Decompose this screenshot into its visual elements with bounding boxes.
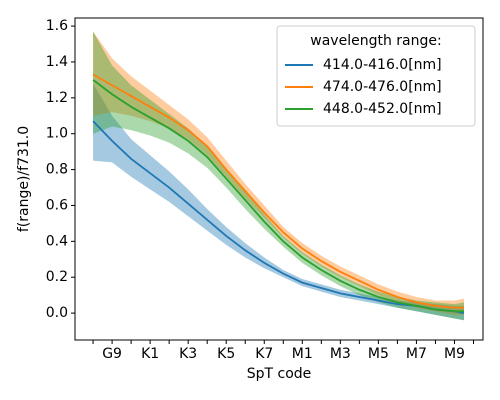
y-tick-label: 0.8: [46, 162, 68, 178]
x-tick-label: M3: [330, 346, 351, 362]
x-tick-label: M9: [444, 346, 465, 362]
y-tick-label: 0.0: [46, 305, 68, 321]
confidence-band: [93, 83, 464, 321]
y-tick-label: 1.2: [46, 90, 68, 106]
y-tick-label: 1.4: [46, 54, 68, 70]
y-tick-label: 1.6: [46, 18, 68, 34]
legend-title: wavelength range:: [310, 33, 441, 49]
legend-box: [276, 25, 476, 127]
x-tick-label: G9: [102, 346, 122, 362]
x-tick-label: K5: [217, 346, 235, 362]
legend-label: 414.0-416.0[nm]: [323, 57, 442, 73]
x-tick-label: K7: [255, 346, 273, 362]
line: [92, 120, 465, 314]
y-tick-label: 0.6: [46, 197, 68, 213]
line: [92, 73, 464, 309]
legend: wavelength range: 414.0-416.0[nm] 474.0-47…: [276, 25, 476, 127]
x-tick-label: M5: [368, 346, 389, 362]
y-tick-label: 1.0: [46, 126, 68, 142]
x-tick-label: M1: [292, 346, 313, 362]
legend-label: 448.0-452.0[nm]: [323, 101, 442, 117]
y-tick-label: 0.4: [46, 233, 68, 249]
legend-label: 474.0-476.0[nm]: [323, 79, 442, 95]
x-tick-label: K1: [141, 346, 159, 362]
x-axis-label: SpT code: [247, 366, 312, 382]
plot-frame: [74, 17, 484, 341]
x-tick-label: K3: [179, 346, 197, 362]
line: [92, 79, 464, 313]
y-axis-label: f(range)/f731.0: [16, 126, 32, 232]
y-tick-label: 0.2: [46, 269, 68, 285]
x-tick-label: M7: [406, 346, 427, 362]
